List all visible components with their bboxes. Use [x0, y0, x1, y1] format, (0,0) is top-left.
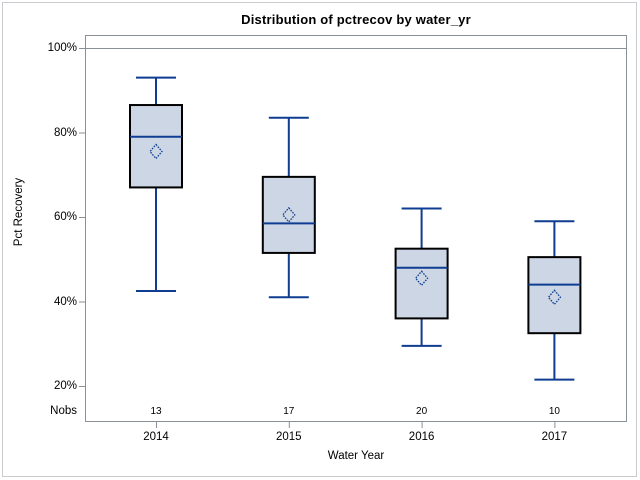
y-tick-label: 100%	[47, 42, 77, 54]
nobs-value: 20	[416, 406, 428, 417]
mean-diamond	[281, 206, 296, 223]
nobs-value: 10	[548, 406, 560, 417]
x-axis-title: Water Year	[327, 450, 385, 462]
iqr-box	[394, 247, 449, 320]
iqr-box	[129, 104, 183, 189]
y-tick-label: 60%	[53, 211, 77, 223]
nobs-row-label: Nobs	[50, 405, 77, 417]
iqr-box	[527, 256, 582, 335]
mean-diamond	[414, 270, 429, 287]
nobs-value: 13	[150, 406, 162, 417]
mean-diamond	[149, 143, 163, 160]
x-tick-label: 2016	[408, 431, 435, 443]
plot-frame	[85, 35, 627, 422]
y-tick-label: 80%	[53, 126, 77, 139]
x-tick-label: 2015	[276, 431, 302, 443]
y-tick-label: 40%	[53, 295, 77, 308]
chart-title: Distribution of pctrecov by water_yr	[241, 12, 471, 27]
x-tick-label: 2014	[143, 431, 169, 443]
x-tick-label: 2017	[541, 431, 568, 443]
mean-diamond	[547, 289, 562, 306]
iqr-box	[261, 175, 316, 254]
nobs-value: 17	[283, 406, 295, 417]
y-tick-label: 20%	[53, 380, 77, 392]
